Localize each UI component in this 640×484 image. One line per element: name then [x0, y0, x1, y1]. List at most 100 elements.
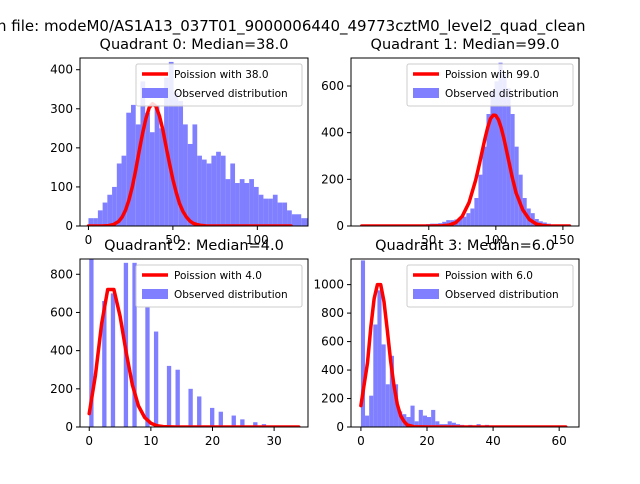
histogram-bar	[230, 163, 235, 226]
histogram-bar	[240, 179, 245, 226]
y-tick-label: 600	[321, 79, 344, 93]
histogram-bar	[365, 416, 369, 427]
quadrant-3-title: Quadrant 3: Median=6.0	[375, 238, 555, 254]
histogram-bar	[369, 396, 373, 427]
x-tick-label: 20	[205, 434, 220, 448]
histogram-bar	[145, 307, 149, 427]
histogram-bar	[490, 91, 494, 226]
histogram-bar	[373, 324, 377, 427]
x-tick-label: 150	[551, 233, 574, 247]
histogram-bar	[278, 203, 283, 226]
histogram-bar	[221, 156, 226, 226]
histogram-bar	[167, 366, 171, 427]
histogram-bar	[145, 113, 150, 226]
legend-entry-observed: Observed distribution	[445, 88, 559, 100]
y-tick-label: 1000	[313, 278, 344, 292]
y-tick-label: 0	[65, 219, 73, 233]
legend: Poission with 38.0 Observed distribution	[136, 64, 302, 106]
x-tick-label: 10	[143, 434, 158, 448]
histogram-bar	[103, 203, 108, 226]
histogram-bar	[431, 410, 435, 427]
y-tick-label: 300	[50, 102, 73, 116]
histogram-bar	[263, 199, 268, 226]
legend-entry-poisson: Poission with 6.0	[445, 270, 533, 282]
histogram-bar	[107, 195, 112, 226]
figure-suptitle: n file: modeM0/AS1A13_037T01_9000006440_…	[0, 17, 586, 36]
y-tick-label: 0	[65, 420, 73, 434]
histogram-bar	[474, 198, 478, 226]
histogram-bar	[111, 293, 115, 427]
histogram-bar	[282, 203, 287, 226]
histogram-bar	[154, 332, 158, 427]
histogram-bar	[320, 222, 325, 226]
y-tick-label: 400	[321, 126, 344, 140]
histogram-bar	[150, 132, 155, 226]
legend-entry-observed: Observed distribution	[174, 88, 288, 100]
histogram-bar	[287, 210, 292, 226]
y-tick-label: 200	[321, 392, 344, 406]
histogram-bar	[268, 199, 273, 226]
histogram-bar	[188, 389, 192, 427]
legend-entry-poisson: Poission with 38.0	[174, 69, 269, 81]
legend-patch-swatch	[142, 88, 168, 98]
y-tick-label: 400	[50, 63, 73, 77]
histogram-bar	[478, 175, 482, 226]
quadrant-0-title: Quadrant 0: Median=38.0	[100, 37, 289, 53]
legend: Poission with 6.0 Observed distribution	[407, 265, 573, 307]
y-tick-label: 0	[336, 420, 344, 434]
legend-patch-swatch	[413, 88, 439, 98]
x-tick-label: 60	[552, 434, 567, 448]
histogram-bar	[155, 105, 160, 226]
legend-entry-poisson: Poission with 99.0	[445, 69, 540, 81]
quadrant-1-title: Quadrant 1: Median=99.0	[371, 37, 560, 53]
y-tick-label: 100	[50, 180, 73, 194]
x-tick-label: 30	[266, 434, 281, 448]
x-tick-label: 40	[485, 434, 500, 448]
y-tick-label: 200	[50, 382, 73, 396]
legend-entry-observed: Observed distribution	[445, 289, 559, 301]
histogram-bar	[207, 163, 212, 226]
histogram-bar	[219, 412, 223, 427]
histogram-bar	[112, 187, 117, 226]
y-tick-label: 400	[321, 363, 344, 377]
histogram-bar	[174, 93, 179, 226]
y-tick-label: 600	[50, 305, 73, 319]
histogram-bar	[315, 222, 320, 226]
histogram-bar	[382, 344, 386, 427]
poisson-curve	[362, 115, 570, 226]
histogram-bar	[176, 370, 180, 427]
x-tick-label: 0	[85, 434, 93, 448]
y-tick-label: 200	[321, 172, 344, 186]
histogram-bar	[188, 144, 193, 226]
histogram-bar	[292, 214, 297, 226]
histogram-bar	[410, 406, 414, 427]
histogram-bar	[466, 213, 470, 226]
histogram-bar	[254, 187, 259, 226]
histogram-bar	[419, 410, 423, 427]
legend-patch-swatch	[413, 289, 439, 299]
legend-entry-observed: Observed distribution	[174, 289, 288, 301]
histogram-bar	[216, 152, 221, 226]
y-tick-label: 0	[336, 219, 344, 233]
y-tick-label: 800	[50, 267, 73, 281]
quadrant-2-title: Quadrant 2: Median=4.0	[104, 238, 284, 254]
histogram-bar	[259, 195, 264, 226]
histogram-bar	[386, 384, 390, 427]
histogram-bar	[244, 183, 249, 226]
histogram-bar	[197, 396, 201, 427]
histogram-bar	[462, 217, 466, 226]
poisson-curve	[89, 290, 299, 428]
quadrant-2-chart: 0 10 20 30 0 200 400 600 800 Quadrant 2: Median=4…	[50, 238, 309, 448]
histogram-bar	[159, 128, 164, 226]
histogram-bar	[377, 290, 381, 427]
histogram-bar	[210, 408, 214, 427]
histogram-bar	[470, 209, 474, 227]
histogram-bar	[211, 156, 216, 226]
y-tick-label: 200	[50, 141, 73, 155]
y-tick-label: 400	[50, 344, 73, 358]
